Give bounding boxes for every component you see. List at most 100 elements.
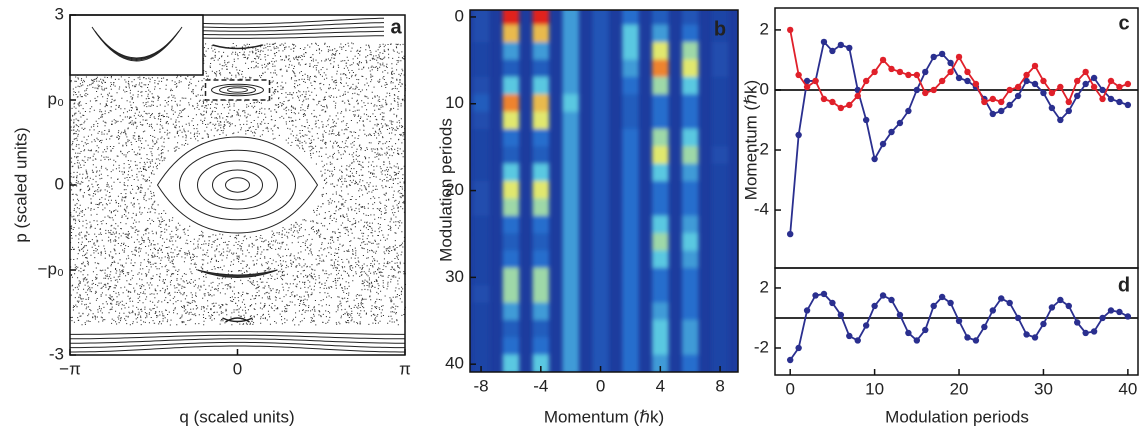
heatmap-cell (681, 42, 699, 62)
heatmap-cell (472, 76, 490, 96)
data-point (879, 140, 887, 148)
data-point (837, 41, 845, 49)
heatmap-cell (652, 233, 669, 253)
data-point (905, 107, 912, 115)
data-point (1014, 314, 1022, 322)
data-point (837, 104, 845, 112)
heatmap-cell (562, 76, 579, 96)
data-point (1107, 77, 1115, 85)
data-point (1124, 80, 1132, 88)
heatmap-cell (532, 111, 550, 131)
heatmap-cell (622, 337, 639, 357)
data-point (964, 334, 971, 341)
heatmap-cell (562, 215, 579, 235)
heatmap-cell (532, 285, 550, 305)
data-point (862, 116, 870, 124)
heatmap-cell (562, 302, 579, 322)
y-tick-label: p₀ (47, 89, 64, 108)
data-point (1048, 104, 1056, 112)
x-tick-label: 8 (715, 376, 724, 395)
heatmap-cell (562, 181, 579, 201)
heatmap-cell (622, 285, 639, 305)
heatmap-cell (711, 24, 729, 44)
heatmap-cell (502, 181, 520, 201)
heatmap-cell (622, 319, 639, 340)
data-point (1023, 331, 1030, 338)
data-point (1124, 101, 1132, 109)
island-orbit (156, 136, 319, 234)
heatmap-cell (592, 181, 609, 201)
heatmap-cell (472, 111, 490, 131)
heatmap-cell (622, 181, 639, 201)
heatmap-cell (592, 302, 609, 322)
heatmap-cell (592, 24, 609, 44)
heatmap-cell (472, 181, 490, 201)
heatmap-cell (711, 42, 729, 62)
heatmap-cell (472, 94, 490, 114)
heatmap-cell (652, 59, 669, 79)
heatmap-cell (472, 319, 490, 340)
x-axis-label: Momentum (ℏk) (544, 407, 664, 426)
data-point (896, 119, 904, 127)
data-point (981, 98, 988, 106)
heatmap-cell (502, 111, 520, 131)
y-tick-label: −p₀ (38, 259, 64, 278)
data-point (1006, 299, 1013, 307)
heatmap-cell (711, 215, 729, 235)
heatmap-cell (681, 24, 699, 44)
heatmap-cell (652, 128, 669, 149)
heatmap-cell (681, 215, 699, 235)
data-point (1090, 74, 1098, 82)
small-island (211, 83, 264, 97)
heatmap-cell (652, 285, 669, 305)
data-point (871, 302, 878, 310)
heatmap-cell (652, 302, 669, 322)
island-orbit (212, 169, 263, 201)
dashed-box (204, 79, 271, 101)
heatmap-cell (472, 146, 490, 166)
heatmap-cell (652, 10, 669, 27)
island-orbit (197, 160, 278, 210)
data-point (1006, 86, 1013, 94)
heatmap-cell (562, 94, 579, 114)
data-point (1099, 95, 1106, 103)
data-point (795, 71, 802, 79)
heatmap-cell (472, 42, 490, 62)
heatmap-cell (502, 198, 520, 218)
heatmap-cell (502, 285, 520, 305)
heatmap-cell (711, 59, 729, 79)
data-point (1082, 329, 1089, 337)
heatmap-cell (681, 10, 699, 27)
panel-label: d (1118, 274, 1130, 296)
data-point (812, 77, 819, 85)
data-point (947, 68, 954, 76)
heatmap-cell (681, 181, 699, 201)
heatmap-cell (532, 59, 550, 79)
heatmap-cell (562, 163, 579, 183)
series-line (789, 40, 1129, 235)
data-point (998, 98, 1005, 106)
heatmap-cell (622, 111, 639, 131)
y-tick-label: -2 (754, 139, 769, 158)
heatmap-cell (652, 24, 669, 44)
heatmap-cell (622, 59, 639, 79)
data-point (1074, 92, 1081, 100)
data-point (820, 95, 828, 103)
data-point (888, 65, 895, 73)
heatmap-cell (472, 59, 490, 79)
x-tick-label: 10 (865, 379, 884, 398)
heatmap-cell (592, 146, 609, 166)
heatmap-cell (502, 24, 520, 44)
data-point (1116, 83, 1123, 91)
y-axis-label: Momentum (ℏk) (741, 80, 760, 200)
x-tick-label: 0 (233, 359, 242, 378)
heatmap-cell (592, 337, 609, 357)
data-point (803, 307, 811, 314)
y-tick-label: -3 (49, 344, 64, 363)
data-point (812, 292, 819, 299)
data-point (1014, 83, 1022, 91)
heatmap-cell (472, 337, 490, 357)
small-island (227, 87, 248, 93)
data-point (998, 295, 1005, 302)
